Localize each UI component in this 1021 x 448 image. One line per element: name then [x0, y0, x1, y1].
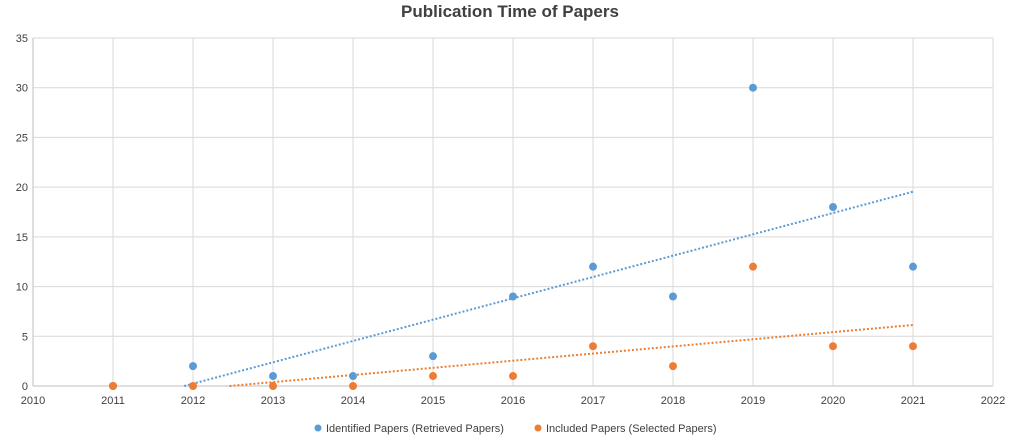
y-tick-label: 0 [22, 381, 28, 393]
data-point [589, 262, 597, 271]
trendlines [183, 190, 914, 387]
data-point [749, 262, 757, 271]
legend: Identified Papers (Retrieved Papers) Incl… [314, 423, 717, 435]
y-tick-label: 35 [16, 33, 28, 45]
data-point [269, 382, 277, 390]
legend-marker [314, 424, 322, 432]
x-tick-label: 2016 [501, 395, 525, 407]
data-point [749, 83, 757, 92]
legend-marker [534, 424, 542, 432]
data-point [429, 372, 437, 381]
data-point [829, 342, 837, 351]
data-point [509, 372, 517, 381]
x-tick-label: 2011 [101, 395, 125, 407]
y-tick-label: 5 [22, 331, 28, 343]
x-tick-label: 2017 [581, 395, 605, 407]
legend-label: Included Papers (Selected Papers) [546, 423, 717, 435]
trendline [183, 190, 914, 387]
x-tick-label: 2022 [981, 395, 1005, 407]
y-tick-label: 25 [16, 132, 28, 144]
x-tick-label: 2013 [261, 395, 285, 407]
y-tick-label: 20 [16, 182, 28, 194]
x-tick-label: 2012 [181, 395, 205, 407]
y-tick-label: 30 [16, 83, 28, 95]
x-tick-label: 2010 [21, 395, 45, 407]
x-tick-label: 2019 [741, 395, 765, 407]
legend-label: Identified Papers (Retrieved Papers) [326, 423, 504, 435]
data-point [429, 352, 437, 361]
data-point [829, 203, 837, 212]
y-tick-label: 15 [16, 232, 28, 244]
x-tick-label: 2020 [821, 395, 845, 407]
data-points [109, 83, 917, 390]
x-tick-label: 2015 [421, 395, 445, 407]
data-point [109, 382, 117, 390]
data-point [669, 292, 677, 301]
x-tick-label: 2018 [661, 395, 685, 407]
data-point [349, 382, 357, 390]
chart-title: Publication Time of Papers [401, 2, 619, 21]
data-point [909, 262, 917, 271]
data-point [509, 292, 517, 301]
data-point [189, 362, 197, 371]
trendline [229, 323, 914, 387]
y-tick-label: 10 [16, 282, 28, 294]
axes: 0 5 10 15 20 25 30 35 2010 2011 2012 2013 2014 2015 20… [16, 33, 1005, 407]
grid [32, 37, 994, 387]
data-point [589, 342, 597, 351]
x-tick-label: 2021 [901, 395, 925, 407]
data-point [349, 372, 357, 381]
data-point [189, 382, 197, 390]
x-tick-label: 2014 [341, 395, 365, 407]
data-point [909, 342, 917, 351]
data-point [269, 372, 277, 381]
data-point [669, 362, 677, 371]
